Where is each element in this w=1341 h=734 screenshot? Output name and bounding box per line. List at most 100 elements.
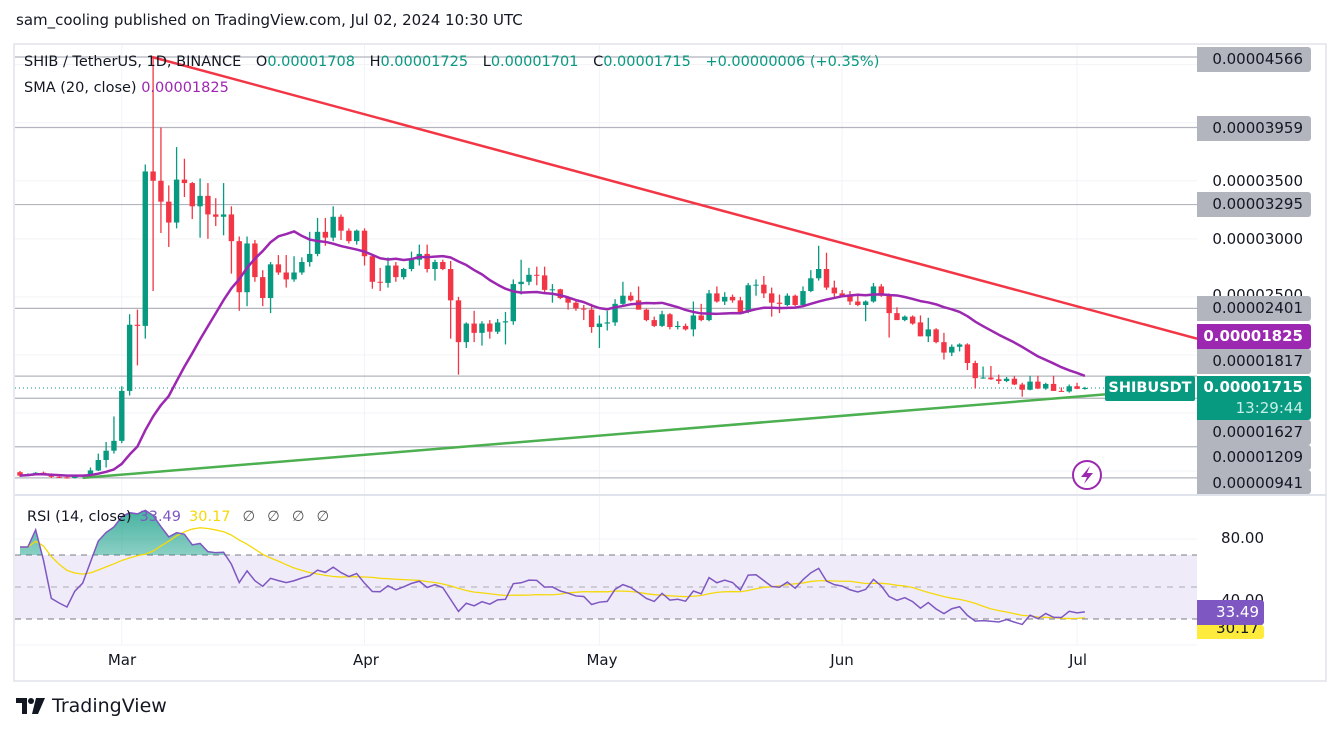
candle-body [588, 309, 595, 328]
candle-body [479, 323, 485, 333]
lightning-bolt-glyph-icon [1081, 466, 1093, 484]
rsi-line [20, 509, 1085, 626]
candle-body [1035, 381, 1041, 389]
time-label-mar: Mar [107, 651, 137, 669]
candle [1011, 375, 1018, 386]
candle-body [87, 470, 94, 476]
candle [886, 293, 892, 338]
close-value: 0.00001715 [603, 54, 691, 70]
candle-body [134, 324, 141, 326]
price-pane[interactable] [15, 55, 1197, 480]
candle-body [64, 477, 70, 479]
candle-body [815, 268, 822, 279]
candle [197, 178, 203, 238]
candle-body [581, 308, 587, 310]
candle-body [111, 440, 117, 451]
candle [361, 228, 368, 266]
level-label[interactable]: 0.00001817 [1197, 349, 1311, 374]
candle [166, 185, 172, 247]
candle-body [784, 295, 791, 305]
candle-body [659, 314, 665, 326]
candle-body [424, 253, 430, 269]
candle-body [440, 262, 446, 269]
candle-body [909, 316, 916, 324]
candle [612, 299, 618, 326]
candle [487, 320, 493, 339]
candle-body [330, 216, 336, 238]
rsi-legend[interactable]: RSI (14, close) 33.49 30.17 ∅ ∅ ∅ ∅ [27, 509, 329, 525]
sma-label[interactable]: SMA (20, close) [24, 80, 137, 96]
candle-body [643, 309, 650, 321]
candle [471, 310, 477, 343]
resistance-trendline [151, 55, 1197, 340]
symbol-legend[interactable]: SHIB / TetherUS, 1D, BINANCE O0.00001708… [24, 54, 879, 70]
candle-body [651, 320, 657, 326]
candle [1074, 382, 1080, 390]
last-price-label: 0.00001715 13:29:44 [1197, 376, 1311, 420]
candle [894, 307, 900, 321]
last-price: 0.00001715 [1203, 378, 1303, 396]
candle [338, 214, 344, 240]
na-value: ∅ [242, 509, 256, 525]
na-value: ∅ [316, 509, 330, 525]
candle [996, 374, 1002, 384]
candle [56, 476, 62, 478]
level-label[interactable]: 0.00001627 [1197, 420, 1311, 445]
candle-body [1019, 384, 1025, 390]
candle-body [377, 281, 383, 283]
candle-body [236, 241, 242, 293]
candle-body [166, 201, 172, 223]
candle [1066, 384, 1072, 393]
candle-body [761, 284, 767, 294]
level-label[interactable]: 0.00002401 [1197, 296, 1311, 321]
candle [455, 296, 462, 375]
candle-body [189, 183, 195, 207]
footer-brand[interactable]: TradingView [16, 695, 167, 717]
rsi-pane[interactable] [15, 509, 1197, 626]
candle [737, 296, 744, 315]
candle [1043, 382, 1049, 390]
candle-body [1050, 383, 1057, 391]
sma-legend[interactable]: SMA (20, close) 0.00001825 [24, 80, 229, 96]
alert-icon-group[interactable] [1072, 460, 1102, 490]
candle-body [314, 231, 321, 254]
level-label[interactable]: 0.00004566 [1197, 47, 1311, 72]
candle [526, 267, 532, 286]
level-label[interactable]: 0.00001209 [1197, 445, 1311, 470]
candle [628, 292, 634, 302]
candle-body [353, 230, 360, 242]
candle [659, 310, 665, 328]
candle [1035, 375, 1041, 390]
candle [64, 476, 70, 479]
candle-body [972, 363, 978, 379]
symbol-title[interactable]: SHIB / TetherUS, 1D, BINANCE [24, 54, 242, 70]
candle [189, 181, 195, 220]
na-value: ∅ [291, 509, 305, 525]
candle-body [1074, 386, 1080, 389]
sma-price-label: 0.00001825 [1197, 324, 1311, 349]
rsi-label[interactable]: RSI (14, close) [27, 509, 132, 525]
rsi-plot [15, 509, 1197, 626]
candle [393, 262, 399, 282]
candle-body [878, 286, 884, 296]
candle-body [557, 289, 563, 299]
level-label[interactable]: 0.00003959 [1197, 116, 1311, 141]
candle [980, 366, 986, 379]
level-label[interactable]: 0.00000941 [1197, 470, 1311, 494]
candle [353, 229, 360, 245]
candle [541, 266, 548, 294]
candle [408, 251, 415, 272]
candle [667, 313, 673, 330]
candle [1003, 376, 1010, 383]
candle-body [690, 315, 697, 330]
level-label[interactable]: 0.00003295 [1197, 192, 1311, 217]
candle [494, 318, 501, 335]
candle-body [956, 344, 963, 347]
candle-body [471, 323, 477, 333]
candle [299, 257, 305, 275]
candle-body [502, 321, 509, 323]
candle-body [126, 324, 133, 391]
low-label: L [482, 54, 491, 70]
candle-body [408, 259, 415, 269]
